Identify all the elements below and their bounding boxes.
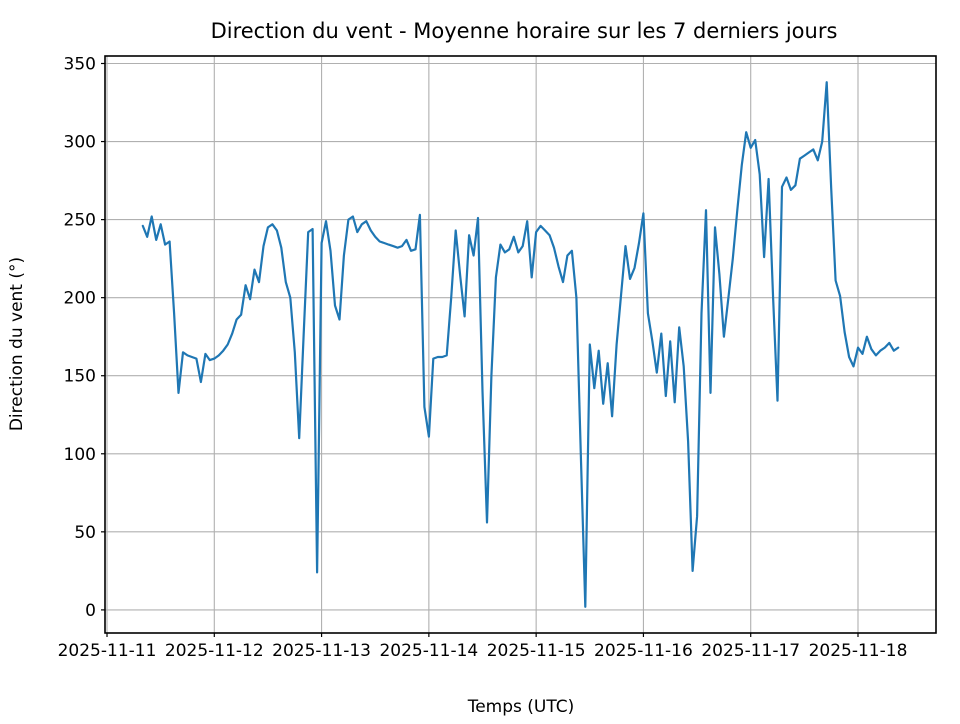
y-tick-label: 350 xyxy=(64,54,96,74)
y-tick-label: 150 xyxy=(64,367,96,387)
x-tick-label: 2025-11-18 xyxy=(809,641,908,661)
wind-direction-line xyxy=(141,81,900,608)
y-tick-label: 300 xyxy=(64,133,96,153)
y-tick-label: 0 xyxy=(85,601,96,621)
tick-marks-and-labels: 2025-11-11 2025-11-12 2025-11-13 2025-11-14… xyxy=(58,54,908,661)
x-tick-label: 2025-11-17 xyxy=(701,641,800,661)
y-axis-label: Direction du vent (°) xyxy=(7,257,27,431)
x-axis-label: Temps (UTC) xyxy=(467,697,575,717)
x-tick-label: 2025-11-11 xyxy=(58,641,157,661)
x-tick-label: 2025-11-14 xyxy=(379,641,478,661)
y-tick-label: 50 xyxy=(74,523,96,543)
y-tick-label: 100 xyxy=(64,445,96,465)
plot-border xyxy=(104,55,937,634)
x-tick-label: 2025-11-12 xyxy=(165,641,264,661)
y-tick-label: 200 xyxy=(64,289,96,309)
data-line-layer xyxy=(141,81,900,608)
x-tick-label: 2025-11-16 xyxy=(594,641,693,661)
y-tick-label: 250 xyxy=(64,211,96,231)
x-tick-label: 2025-11-13 xyxy=(272,641,371,661)
grid-lines xyxy=(105,56,936,633)
chart-title: Direction du vent - Moyenne horaire sur … xyxy=(211,19,838,43)
x-tick-label: 2025-11-15 xyxy=(487,641,586,661)
axes-spines xyxy=(104,55,937,634)
